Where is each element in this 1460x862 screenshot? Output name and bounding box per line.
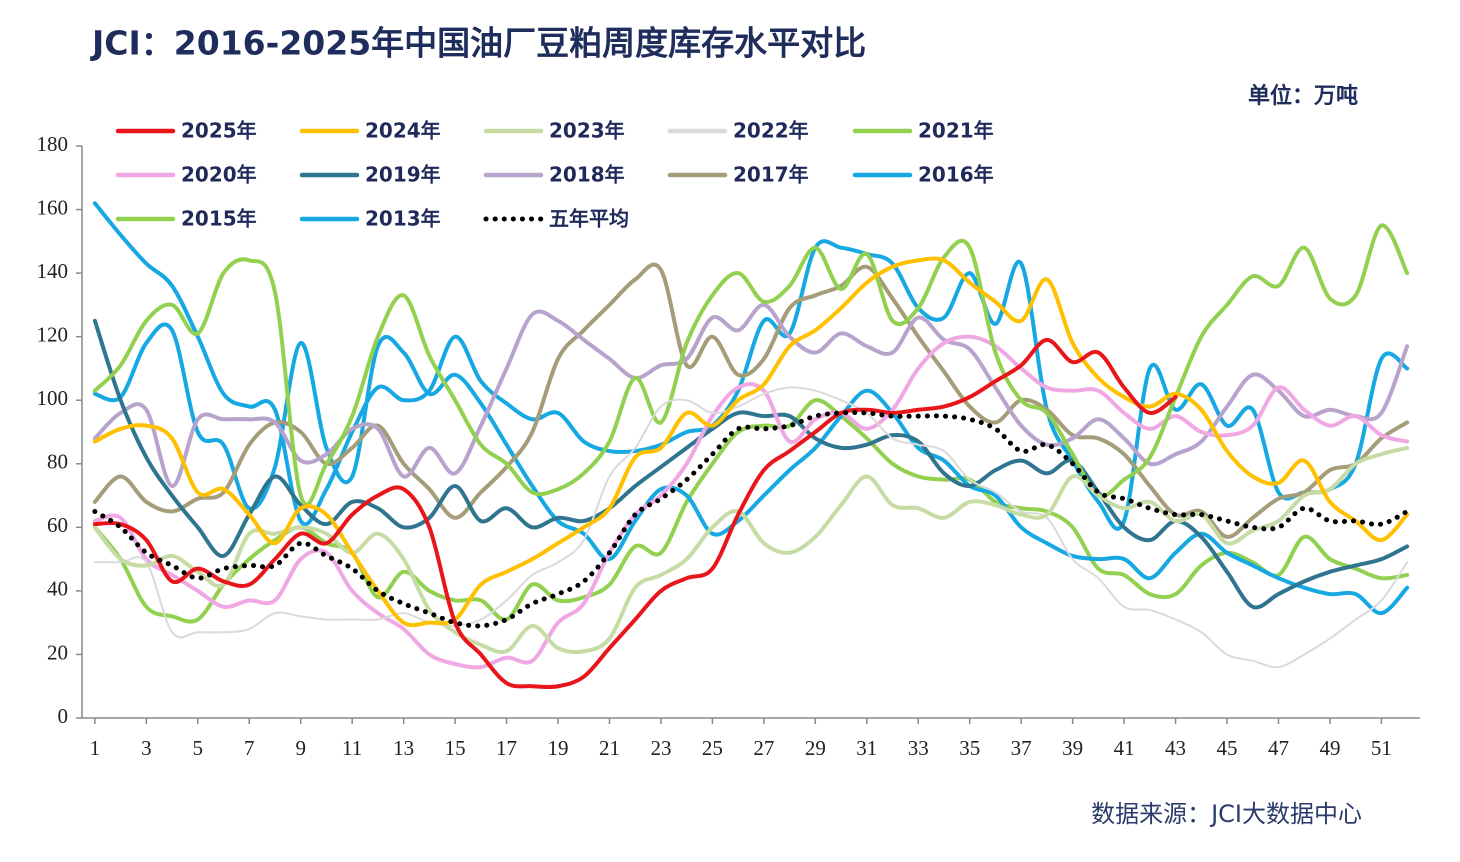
legend-label: 2025年 <box>181 119 257 143</box>
x-tick-label: 51 <box>1371 736 1392 760</box>
x-tick-label: 23 <box>650 736 671 760</box>
series-line <box>92 223 1410 507</box>
x-tick-label: 9 <box>295 736 306 760</box>
x-tick-label: 43 <box>1165 736 1186 760</box>
x-tick-label: 11 <box>342 736 362 760</box>
x-tick-label: 33 <box>908 736 929 760</box>
x-tick-label: 7 <box>244 736 255 760</box>
x-tick-label: 13 <box>393 736 414 760</box>
legend-label: 2021年 <box>918 119 994 143</box>
x-tick-label: 1 <box>90 736 101 760</box>
series-line <box>92 337 1178 690</box>
legend-label: 2019年 <box>365 163 441 187</box>
series-line <box>93 386 1409 669</box>
y-tick-label: 140 <box>37 259 69 283</box>
x-tick-label: 49 <box>1319 736 1340 760</box>
series-line <box>92 302 1410 489</box>
legend-label: 2018年 <box>549 163 625 187</box>
x-tick-label: 25 <box>702 736 723 760</box>
series-line <box>92 256 1410 628</box>
series-line <box>92 334 1410 670</box>
source-note: 数据来源：JCI大数据中心 <box>1091 800 1362 828</box>
x-tick-label: 29 <box>805 736 826 760</box>
series-line <box>92 398 1410 624</box>
y-tick-label: 0 <box>58 704 69 728</box>
unit-label: 单位：万吨 <box>1248 83 1358 109</box>
x-tick-label: 35 <box>959 736 980 760</box>
y-tick-label: 100 <box>37 386 69 410</box>
x-tick-label: 3 <box>141 736 152 760</box>
x-tick-label: 21 <box>599 736 620 760</box>
x-tick-label: 39 <box>1062 736 1083 760</box>
x-tick-label: 45 <box>1217 736 1238 760</box>
x-tick-label: 17 <box>496 736 517 760</box>
y-tick-label: 20 <box>47 640 68 664</box>
y-tick-label: 180 <box>37 132 69 156</box>
chart-title: JCI：2016-2025年中国油厂豆粕周度库存水平对比 <box>90 24 866 63</box>
legend-label: 2023年 <box>549 119 625 143</box>
series-line <box>92 318 1410 610</box>
x-tick-label: 37 <box>1011 736 1032 760</box>
y-tick-label: 40 <box>47 577 68 601</box>
x-tick-label: 27 <box>753 736 774 760</box>
legend-label: 2016年 <box>918 163 994 187</box>
legend-label: 2022年 <box>733 119 809 143</box>
x-tick-label: 41 <box>1114 736 1135 760</box>
x-tick-label: 19 <box>548 736 569 760</box>
y-tick-label: 160 <box>37 195 69 219</box>
x-tick-label: 15 <box>445 736 466 760</box>
legend-label: 2024年 <box>365 119 441 143</box>
legend-label: 2017年 <box>733 163 809 187</box>
x-tick-label: 47 <box>1268 736 1289 760</box>
legend-label: 2020年 <box>181 163 257 187</box>
legend-label: 五年平均 <box>549 207 629 231</box>
x-tick-label: 5 <box>193 736 204 760</box>
y-tick-label: 120 <box>37 322 69 346</box>
legend-label: 2013年 <box>365 207 441 231</box>
y-tick-label: 60 <box>47 513 68 537</box>
legend-label: 2015年 <box>181 207 257 231</box>
x-tick-label: 31 <box>856 736 877 760</box>
series-line <box>92 445 1410 655</box>
y-tick-label: 80 <box>47 450 68 474</box>
